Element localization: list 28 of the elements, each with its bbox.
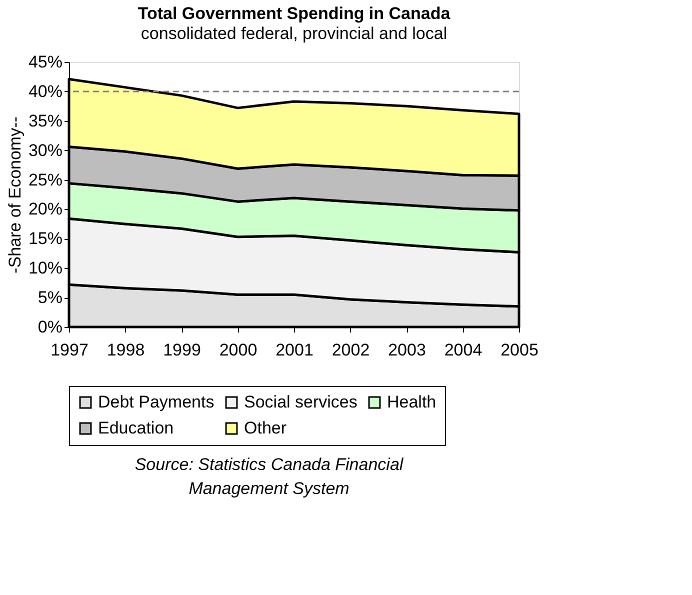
x-tick-label: 2002 [332, 340, 370, 360]
x-tick-label: 2004 [444, 340, 482, 360]
x-tick-label: 1998 [106, 340, 145, 360]
x-tick-label: 2005 [500, 340, 538, 360]
legend-label: Health [387, 392, 436, 412]
y-tick-label: 25% [28, 170, 62, 190]
y-tick-label: 10% [28, 258, 62, 278]
x-tick-label: 1997 [50, 340, 88, 360]
legend-label: Debt Payments [98, 392, 214, 412]
y-axis-title: -Share of Economy-- [5, 116, 24, 274]
legend-label: Education [98, 418, 174, 438]
x-tick-label: 2000 [219, 340, 258, 360]
legend-label: Social services [244, 392, 358, 412]
source-note: Source: Statistics Canada Financial Management System [134, 455, 404, 498]
y-tick-label: 20% [28, 200, 62, 219]
x-tick-label: 2003 [388, 340, 426, 360]
y-tick-label: 0% [38, 318, 62, 336]
x-tick-label: 1999 [163, 340, 201, 360]
chart-subtitle: consolidated federal, provincial and local [140, 24, 448, 43]
y-tick-label: 45% [28, 52, 62, 72]
y-tick-label: 40% [28, 82, 62, 101]
y-tick-label: 35% [28, 111, 62, 130]
y-tick-label: 30% [28, 140, 62, 160]
chart-title: Total Government Spending in Canada [138, 4, 451, 23]
legend-label: Other [244, 418, 287, 438]
y-tick-label: 5% [38, 288, 62, 308]
y-tick-label: 15% [28, 229, 62, 248]
x-tick-label: 2001 [276, 340, 314, 360]
